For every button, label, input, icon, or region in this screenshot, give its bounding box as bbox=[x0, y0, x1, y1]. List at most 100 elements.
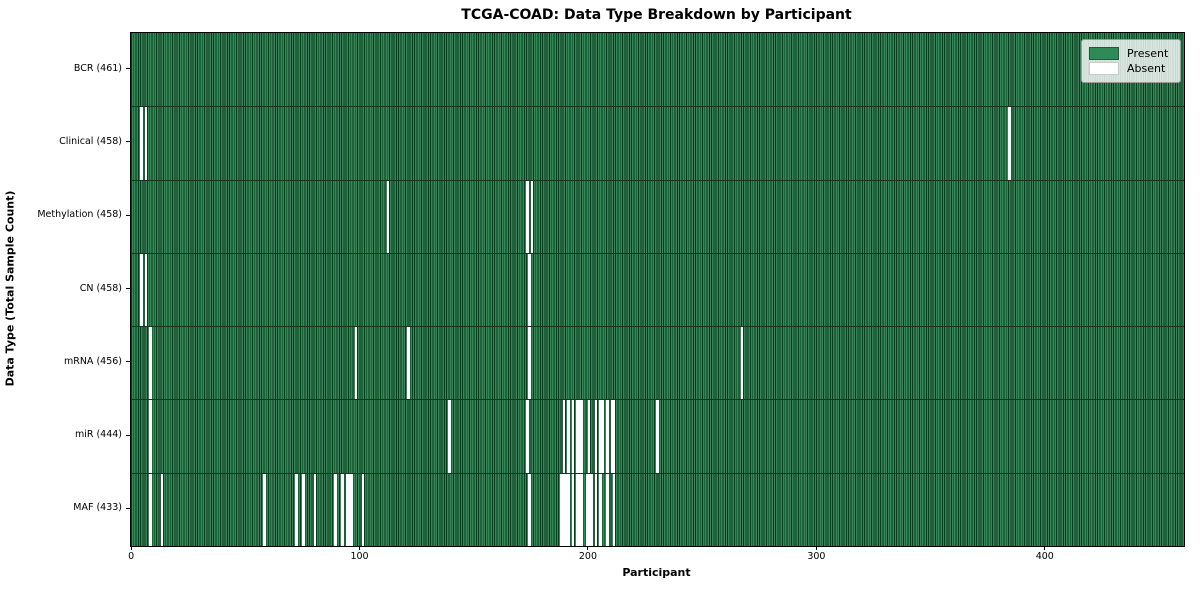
row-Clinical bbox=[131, 106, 1184, 180]
absent-stripe bbox=[567, 400, 570, 473]
absent-stripe bbox=[361, 473, 365, 546]
x-tick-mark bbox=[359, 546, 361, 550]
x-tick-mark bbox=[587, 546, 589, 550]
absent-stripe bbox=[612, 473, 616, 546]
legend-present-label: Present bbox=[1127, 47, 1169, 60]
x-tick-label: 0 bbox=[128, 551, 135, 562]
absent-stripe bbox=[571, 473, 575, 546]
row-MAF bbox=[131, 472, 1184, 546]
absent-stripe bbox=[144, 107, 148, 180]
y-tick-label: Clinical (458) bbox=[59, 135, 122, 147]
absent-stripe bbox=[528, 473, 531, 546]
y-tick-label: MAF (433) bbox=[73, 502, 122, 514]
y-tick-label: miR (444) bbox=[74, 429, 122, 441]
absent-stripe bbox=[578, 473, 582, 546]
row-miR bbox=[131, 399, 1184, 473]
x-tick-label: 300 bbox=[807, 551, 826, 562]
present-swatch-icon bbox=[1089, 47, 1119, 60]
absent-stripe bbox=[576, 400, 579, 473]
absent-stripe bbox=[149, 400, 152, 473]
y-tick-label: mRNA (456) bbox=[63, 355, 122, 367]
absent-stripe bbox=[347, 473, 351, 546]
legend-item-absent: Absent bbox=[1089, 62, 1172, 75]
absent-stripe bbox=[144, 253, 148, 327]
absent-stripe bbox=[407, 327, 410, 400]
absent-stripe bbox=[526, 180, 529, 253]
absent-stripe bbox=[295, 473, 298, 546]
absent-stripe bbox=[606, 473, 609, 546]
absent-stripe bbox=[599, 400, 602, 473]
absent-stripe bbox=[656, 400, 659, 473]
chart-title: TCGA-COAD: Data Type Breakdown by Partic… bbox=[461, 7, 852, 23]
absent-stripe bbox=[160, 473, 164, 546]
absent-stripe bbox=[560, 473, 563, 546]
absent-stripe bbox=[576, 473, 579, 546]
absent-stripe bbox=[528, 327, 531, 400]
absent-stripe bbox=[612, 400, 616, 473]
absent-stripe bbox=[587, 400, 591, 473]
y-tick-mark bbox=[126, 214, 130, 216]
y-tick-mark bbox=[126, 507, 130, 509]
x-tick-mark bbox=[1044, 546, 1046, 550]
absent-stripe bbox=[580, 400, 584, 473]
y-tick-mark bbox=[126, 434, 130, 436]
absent-stripe bbox=[149, 327, 152, 400]
y-tick-label: CN (458) bbox=[79, 282, 122, 294]
absent-stripe bbox=[590, 473, 593, 546]
absent-stripe bbox=[562, 473, 566, 546]
absent-stripe bbox=[528, 253, 531, 327]
absent-stripe bbox=[345, 473, 349, 546]
x-tick-label: 100 bbox=[350, 551, 369, 562]
y-tick-mark bbox=[126, 141, 130, 143]
absent-stripe bbox=[354, 327, 358, 400]
absent-stripe bbox=[530, 180, 534, 253]
absent-stripe bbox=[578, 400, 582, 473]
row-BCR bbox=[131, 33, 1184, 107]
absent-swatch-icon bbox=[1089, 62, 1119, 75]
absent-stripe bbox=[599, 473, 602, 546]
absent-stripe bbox=[562, 400, 566, 473]
x-tick-label: 200 bbox=[578, 551, 598, 562]
legend-item-present: Present bbox=[1089, 47, 1172, 60]
y-tick-label: BCR (461) bbox=[73, 62, 122, 74]
absent-stripe bbox=[580, 473, 584, 546]
absent-stripe bbox=[140, 253, 143, 327]
y-tick-mark bbox=[126, 288, 130, 289]
absent-stripe bbox=[585, 473, 589, 546]
absent-stripe bbox=[606, 400, 609, 473]
absent-stripe bbox=[526, 400, 529, 473]
absent-stripe bbox=[140, 107, 143, 180]
plot-area bbox=[130, 32, 1185, 547]
absent-stripe bbox=[594, 473, 598, 546]
absent-stripe bbox=[571, 400, 575, 473]
absent-stripe bbox=[302, 473, 305, 546]
legend: Present Absent bbox=[1081, 39, 1181, 83]
absent-stripe bbox=[564, 473, 568, 546]
row-CN bbox=[131, 252, 1184, 327]
absent-stripe bbox=[263, 473, 266, 546]
row-mRNA bbox=[131, 326, 1184, 400]
absent-stripe bbox=[1008, 107, 1011, 180]
legend-absent-label: Absent bbox=[1127, 62, 1166, 75]
absent-stripe bbox=[740, 327, 744, 400]
row-Methylation bbox=[131, 179, 1184, 253]
absent-stripe bbox=[334, 473, 337, 546]
absent-stripe bbox=[386, 180, 390, 253]
y-tick-mark bbox=[126, 361, 130, 363]
x-axis-label: Participant bbox=[622, 566, 691, 579]
x-tick-mark bbox=[130, 546, 132, 550]
absent-stripe bbox=[601, 400, 604, 473]
x-tick-mark bbox=[815, 546, 817, 550]
absent-stripe bbox=[448, 400, 451, 473]
absent-stripe bbox=[341, 473, 344, 546]
x-tick-label: 400 bbox=[1035, 551, 1054, 562]
absent-stripe bbox=[313, 473, 317, 546]
absent-stripe bbox=[149, 473, 152, 546]
y-tick-label: Methylation (458) bbox=[37, 209, 122, 221]
y-tick-mark bbox=[126, 68, 130, 70]
absent-stripe bbox=[610, 400, 614, 473]
absent-stripe bbox=[350, 473, 353, 546]
absent-stripe bbox=[594, 400, 598, 473]
absent-stripe bbox=[587, 473, 591, 546]
